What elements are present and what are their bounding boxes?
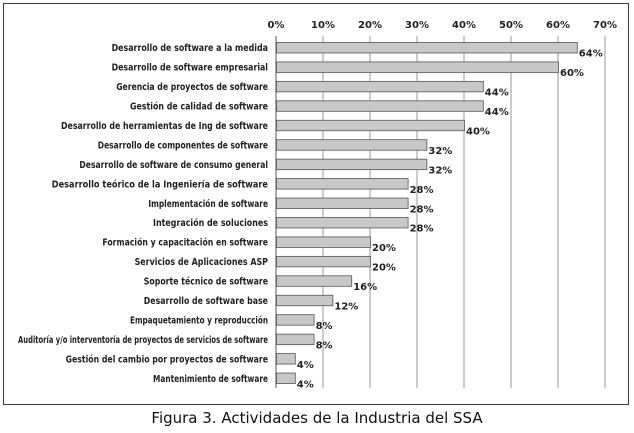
bar: [276, 314, 315, 326]
x-tick-label: 0%: [268, 20, 285, 31]
bar: [276, 372, 296, 384]
x-tick-label: 40%: [452, 20, 476, 31]
category-label: Servicios de Aplicaciones ASP: [135, 257, 268, 268]
data-label: 32%: [428, 165, 452, 176]
bar: [276, 255, 371, 268]
figure-caption: Figura 3. Actividades de la Industria de…: [151, 409, 483, 427]
bar: [276, 139, 428, 151]
data-label: 28%: [410, 185, 434, 196]
bar: [276, 217, 409, 229]
category-label: Desarrollo de componentes de software: [98, 140, 268, 151]
bar: [276, 100, 484, 112]
bar: [276, 236, 371, 248]
x-tick-label: 30%: [405, 20, 429, 31]
category-label: Implementación de software: [148, 199, 268, 210]
x-tick-label: 10%: [311, 20, 335, 31]
category-label: Empaquetamiento y reproducción: [130, 315, 268, 326]
category-label: Desarrollo de software base: [144, 296, 268, 307]
category-label: Desarrollo de software de consumo genera…: [79, 160, 268, 171]
data-label: 60%: [560, 68, 584, 79]
data-label: 20%: [372, 263, 396, 274]
data-label: 12%: [334, 302, 358, 313]
bar: [276, 178, 409, 190]
x-tick-label: 70%: [593, 20, 617, 31]
category-label: Gestión del cambio por proyectos de soft…: [66, 354, 269, 365]
data-label: 28%: [410, 224, 434, 235]
category-label: Mantenimiento de software: [153, 374, 268, 385]
chart-frame: 0% 10% 20% 30% 40% 50% 60% 70% Desarrollo de sof…: [3, 3, 629, 405]
bar: [276, 353, 296, 365]
category-label: Desarrollo de herramientas de Ing de sof…: [61, 121, 268, 132]
bar: [276, 119, 465, 132]
data-label: 28%: [410, 204, 434, 215]
bar: [276, 80, 484, 93]
bar: [276, 42, 578, 54]
category-label: Desarrollo de software a la medida: [112, 43, 269, 54]
data-label: 44%: [485, 107, 509, 118]
x-tick-label: 20%: [358, 20, 382, 31]
bar: [276, 333, 315, 346]
data-label: 32%: [428, 146, 452, 157]
data-label: 4%: [297, 379, 314, 390]
category-label: Gerencia de proyectos de software: [116, 82, 268, 93]
category-label: Auditoría y/o interventoría de proyectos…: [18, 335, 268, 346]
category-label: Soporte técnico de software: [144, 277, 268, 288]
bar: [276, 197, 409, 209]
category-label: Desarrollo de software empresarial: [112, 63, 268, 74]
data-label: 8%: [316, 321, 333, 332]
bar: [276, 294, 334, 307]
data-label: 64%: [579, 49, 603, 60]
category-label: Integración de soluciones: [153, 218, 268, 229]
data-label: 4%: [297, 360, 314, 371]
x-tick-label: 50%: [499, 20, 523, 31]
bar-chart: 0% 10% 20% 30% 40% 50% 60% 70% Desarrollo de sof…: [18, 20, 617, 390]
category-label: Gestión de calidad de software: [130, 102, 268, 113]
data-label: 44%: [485, 88, 509, 99]
bar: [276, 158, 428, 171]
x-tick-label: 60%: [546, 20, 570, 31]
category-label: Formación y capacitación en software: [102, 238, 268, 249]
bar: [276, 275, 353, 287]
data-label: 16%: [353, 282, 377, 293]
data-label: 8%: [316, 340, 333, 351]
data-label: 40%: [466, 127, 490, 138]
category-label: Desarrollo teórico de la Ingeniería de s…: [52, 179, 268, 190]
bar: [276, 61, 559, 73]
data-label: 20%: [372, 243, 396, 254]
